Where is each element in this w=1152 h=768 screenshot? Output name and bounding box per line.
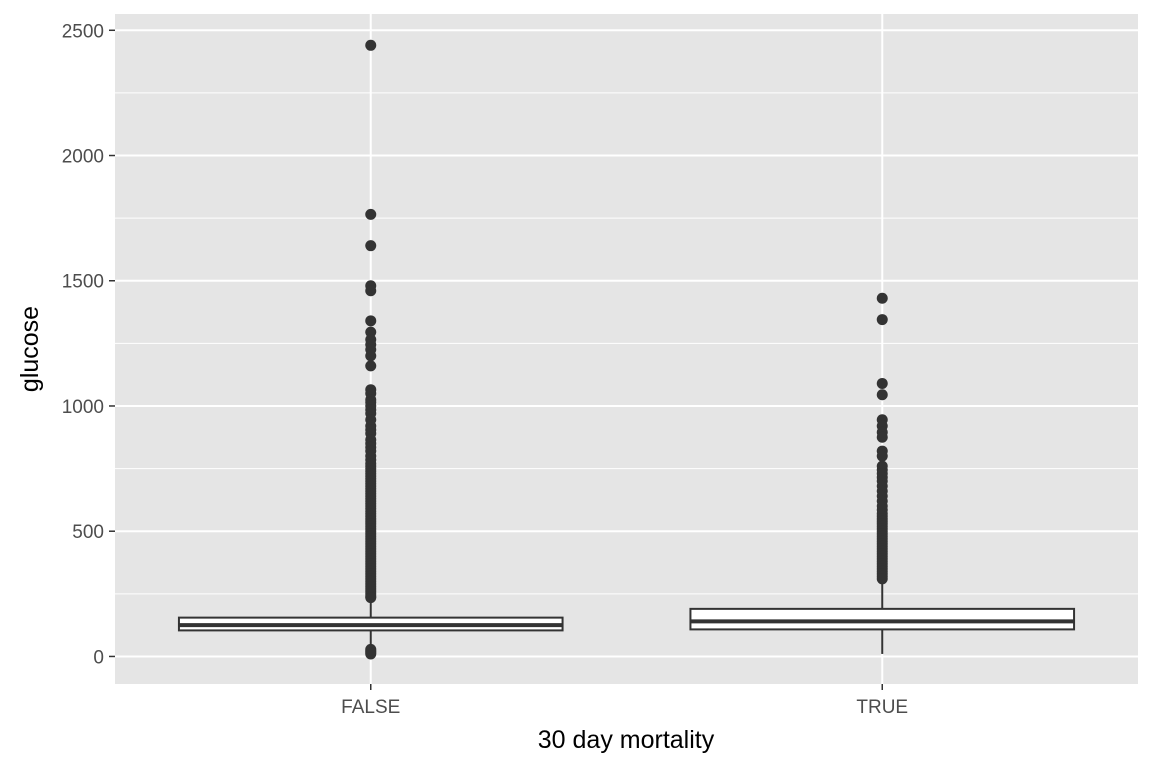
outlier-point	[876, 450, 888, 462]
y-tick-label: 2000	[62, 147, 104, 168]
y-tick-label: 500	[72, 522, 104, 543]
y-tick-label: 2500	[62, 21, 104, 42]
outlier-point	[876, 292, 888, 304]
box-iqr	[689, 607, 1076, 631]
outlier-point	[876, 377, 888, 389]
y-axis: 0 500 1000 1500 2000 2500	[62, 21, 115, 668]
box-marks	[177, 39, 1076, 660]
outlier-point	[365, 39, 377, 51]
outlier-point	[365, 315, 377, 327]
y-tick-label: 0	[93, 647, 104, 668]
outlier-point	[876, 389, 888, 401]
plot-panel	[115, 14, 1138, 684]
outlier-point	[876, 314, 888, 326]
y-tick-label: 1000	[62, 397, 104, 418]
outlier-point	[365, 285, 377, 297]
outlier-point	[365, 360, 377, 372]
outlier-point	[365, 240, 377, 252]
box-group-false	[177, 39, 564, 660]
x-tick-label: FALSE	[341, 697, 400, 718]
outlier-point	[365, 350, 377, 362]
y-axis-title: glucose	[16, 306, 44, 392]
outlier-point	[365, 592, 377, 604]
x-axis-title: 30 day mortality	[538, 726, 715, 754]
outlier-point	[365, 648, 377, 660]
outlier-point	[365, 326, 377, 338]
x-tick-label: TRUE	[856, 697, 908, 718]
outlier-point	[876, 573, 888, 585]
y-tick-label: 1500	[62, 272, 104, 293]
outlier-point	[365, 208, 377, 220]
x-axis: FALSE TRUE	[341, 684, 908, 718]
outlier-point	[876, 431, 888, 443]
box-group-true	[689, 292, 1076, 654]
